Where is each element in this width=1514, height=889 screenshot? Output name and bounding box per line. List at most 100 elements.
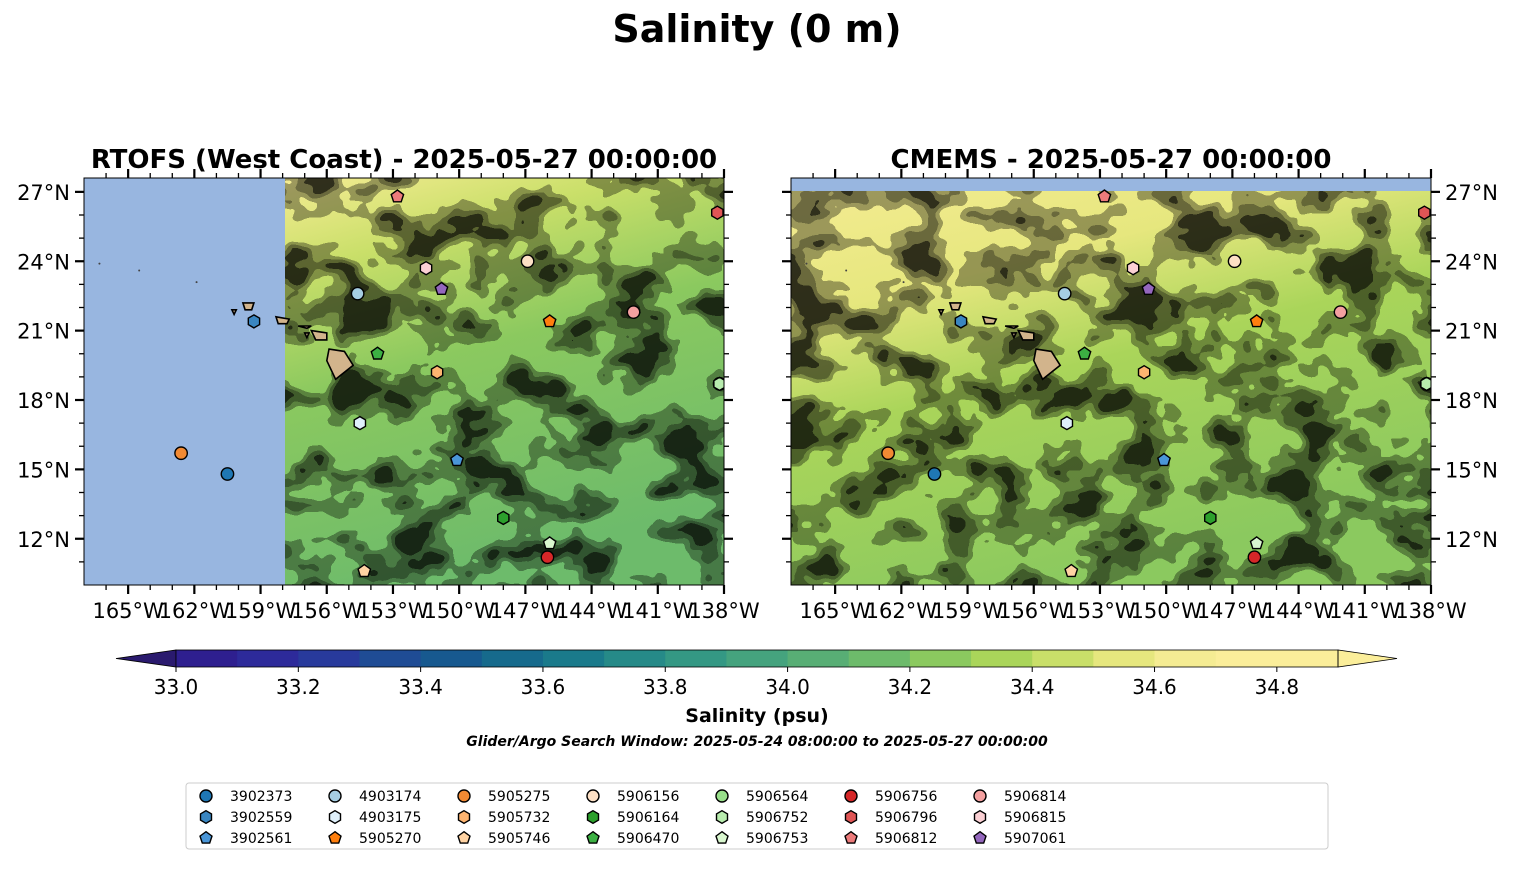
legend-label: 5906564 (746, 789, 808, 805)
legend-item-5906470: 5906470 (586, 830, 679, 847)
float-marker-5906815 (419, 260, 433, 276)
colorbar-tick-label: 34.6 (1132, 675, 1177, 699)
island-outline (297, 325, 312, 330)
float-marker-3902561 (449, 452, 465, 467)
legend-label: 5906756 (875, 789, 937, 805)
float-marker-4903175 (353, 415, 367, 431)
islet (98, 262, 101, 265)
legend-marker-icon (844, 789, 858, 803)
legend-label: 5905270 (359, 831, 421, 847)
colorbar-bin (481, 650, 544, 667)
lon-tick-label: 138°W (688, 599, 760, 623)
lat-tick-label: 24°N (1445, 250, 1498, 274)
legend-marker-icon (328, 789, 342, 803)
islet (138, 269, 141, 272)
lon-tick-label: 138°W (1395, 599, 1467, 623)
colorbar-tick-label: 34.8 (1255, 675, 1300, 699)
colorbar-bin (1276, 650, 1339, 667)
panel-title-cmems: CMEMS - 2025-05-27 00:00:00 (891, 145, 1332, 175)
float-marker-4903175 (1060, 415, 1074, 431)
island-outline (937, 309, 945, 317)
legend-item-5906814: 5906814 (973, 789, 1066, 805)
colorbar-tick-label: 34.4 (1010, 675, 1055, 699)
island-outline (230, 309, 238, 317)
colorbar-bin (1154, 650, 1217, 667)
legend-marker-icon (586, 789, 600, 803)
float-marker-5906752 (1420, 376, 1431, 392)
legend-item-5906156: 5906156 (586, 789, 679, 805)
legend-marker-icon (199, 789, 213, 803)
float-marker-5905270 (1249, 314, 1264, 328)
legend-label: 5905746 (488, 831, 550, 847)
colorbar-bin (1215, 650, 1278, 667)
float-marker-5905270 (542, 314, 557, 328)
legend: 3902373 3902559 3902561 4903174 4903175 59052… (199, 789, 1066, 847)
legend-marker-icon (844, 830, 858, 844)
lon-tick-label: 162°W (866, 599, 938, 623)
axis-ticks-cmems: 165°W162°W159°W156°W153°W150°W147°W144°W… (782, 169, 1498, 623)
legend-marker-icon (328, 830, 342, 844)
colorbar-tick-label: 34.2 (888, 675, 933, 699)
lat-tick-label: 18°N (17, 389, 70, 413)
legend-item-5906164: 5906164 (586, 809, 679, 826)
islet (845, 269, 848, 272)
float-marker-5906814 (1333, 305, 1348, 320)
lon-tick-label: 147°W (490, 599, 562, 623)
legend-marker-icon (715, 789, 729, 803)
lon-tick-label: 144°W (1263, 599, 1335, 623)
colorbar-bin (604, 650, 666, 667)
lat-tick-label: 12°N (17, 528, 70, 552)
float-marker-5905275 (881, 446, 896, 461)
lat-tick-label: 12°N (1445, 528, 1498, 552)
colorbar-bin (1093, 650, 1156, 667)
float-marker-5906470 (1077, 346, 1092, 360)
hawaii-islands (805, 262, 1062, 381)
legend-label: 5905275 (488, 789, 550, 805)
legend-box (185, 782, 1329, 850)
legend-label: 5905732 (488, 810, 550, 826)
legend-item-3902373: 3902373 (199, 789, 292, 805)
lon-tick-label: 150°W (1130, 599, 1202, 623)
lat-tick-label: 24°N (17, 250, 70, 274)
colorbar: 33.0 33.2 33.4 33.6 33.8 34.0 34.2 34.4 34.6 34.8 (115, 649, 1398, 699)
map-panel-cmems (791, 178, 1431, 585)
lat-tick-label: 21°N (1445, 320, 1498, 344)
lon-tick-label: 153°W (357, 599, 429, 623)
legend-label: 5906814 (1004, 789, 1066, 805)
colorbar-tick-label: 34.0 (765, 675, 810, 699)
salinity-eddies (791, 178, 1431, 585)
no-data-region (84, 178, 285, 585)
float-marker-5905746 (357, 563, 372, 578)
lon-tick-label: 165°W (799, 599, 871, 623)
float-markers (174, 189, 724, 578)
lon-tick-label: 159°W (932, 599, 1004, 623)
colorbar-tick-label: 33.0 (154, 675, 199, 699)
island-outline (1016, 329, 1035, 341)
map-frame-rtofs (83, 177, 725, 586)
lon-tick-label: 141°W (1329, 599, 1401, 623)
legend-item-4903175: 4903175 (328, 809, 421, 826)
legend-item-5907061: 5907061 (973, 830, 1066, 847)
island-outline (1010, 332, 1018, 340)
float-marker-4903174 (350, 286, 365, 301)
legend-label: 5906470 (617, 831, 679, 847)
legend-label: 4903175 (359, 810, 421, 826)
legend-label: 5906164 (617, 810, 679, 826)
colorbar-frame (175, 649, 1339, 668)
lat-tick-label: 27°N (1445, 181, 1498, 205)
legend-label: 5906156 (617, 789, 679, 805)
lon-tick-label: 156°W (291, 599, 363, 623)
lon-tick-label: 162°W (159, 599, 231, 623)
float-marker-3902561 (1156, 452, 1172, 467)
legend-item-5906752: 5906752 (715, 809, 808, 826)
legend-marker-icon (844, 809, 858, 825)
map-panel-rtofs (84, 178, 724, 585)
lon-tick-label: 156°W (998, 599, 1070, 623)
legend-marker-icon (199, 809, 213, 825)
hawaii-islands (98, 262, 355, 381)
float-marker-5905746 (1064, 563, 1079, 578)
float-marker-5906756 (1247, 550, 1262, 565)
float-marker-5905732 (1137, 364, 1151, 380)
island-outline (241, 302, 255, 311)
